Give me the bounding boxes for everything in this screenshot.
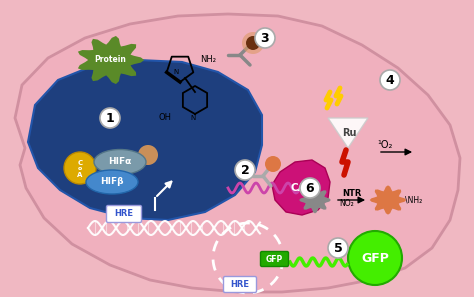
Text: GFP: GFP — [265, 255, 283, 263]
Text: A: A — [77, 172, 82, 178]
Polygon shape — [370, 185, 406, 215]
Text: ¹O₂: ¹O₂ — [377, 140, 392, 150]
Text: Protein: Protein — [94, 56, 126, 64]
Polygon shape — [272, 160, 330, 215]
Text: HIFβ: HIFβ — [100, 178, 124, 187]
Text: GFP: GFP — [361, 252, 389, 265]
Ellipse shape — [94, 149, 146, 175]
Text: 1: 1 — [106, 111, 114, 124]
Text: HRE: HRE — [115, 209, 134, 219]
Text: Ru: Ru — [342, 128, 356, 138]
Circle shape — [328, 238, 348, 258]
Circle shape — [348, 231, 402, 285]
Circle shape — [255, 28, 275, 48]
Circle shape — [265, 156, 281, 172]
FancyBboxPatch shape — [107, 206, 142, 222]
Text: N: N — [191, 115, 196, 121]
Text: C: C — [77, 160, 82, 166]
Text: 5: 5 — [334, 241, 342, 255]
Ellipse shape — [86, 170, 138, 194]
FancyBboxPatch shape — [261, 252, 289, 266]
Circle shape — [246, 36, 260, 50]
Text: HRE: HRE — [230, 280, 249, 289]
Text: 6: 6 — [306, 181, 314, 195]
Circle shape — [242, 32, 264, 54]
Text: NTR: NTR — [342, 189, 362, 198]
FancyBboxPatch shape — [224, 277, 256, 293]
Polygon shape — [15, 14, 460, 292]
Text: HIFα: HIFα — [109, 157, 132, 167]
Text: NO₂: NO₂ — [340, 198, 355, 208]
Text: NH₂: NH₂ — [200, 56, 216, 64]
Polygon shape — [299, 187, 331, 214]
Text: 4: 4 — [386, 73, 394, 86]
Text: 2: 2 — [241, 164, 249, 176]
Polygon shape — [78, 36, 144, 84]
Circle shape — [380, 70, 400, 90]
Text: o: o — [78, 167, 82, 171]
Circle shape — [100, 108, 120, 128]
Text: \NH₂: \NH₂ — [405, 195, 422, 205]
Text: N: N — [173, 69, 179, 75]
Circle shape — [300, 178, 320, 198]
Text: OH: OH — [158, 113, 172, 122]
Circle shape — [235, 160, 255, 180]
Circle shape — [138, 145, 158, 165]
Text: CA9: CA9 — [291, 183, 313, 193]
Circle shape — [64, 152, 96, 184]
Polygon shape — [328, 118, 368, 148]
Polygon shape — [28, 60, 262, 220]
Text: 3: 3 — [261, 31, 269, 45]
